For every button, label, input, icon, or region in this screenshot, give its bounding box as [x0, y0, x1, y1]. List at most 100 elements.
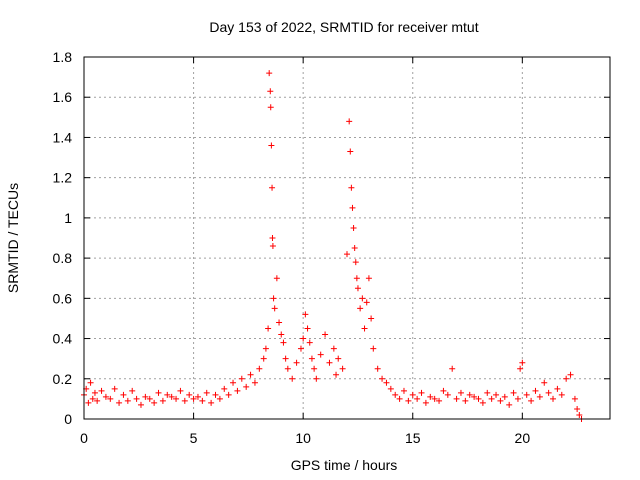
y-tick-label: 0.4	[53, 331, 73, 347]
data-point	[344, 251, 350, 258]
y-tick-label: 0.6	[53, 290, 73, 306]
data-point	[333, 371, 340, 378]
data-point	[313, 375, 320, 382]
data-point	[85, 399, 92, 406]
data-point	[400, 387, 407, 394]
data-point	[363, 299, 370, 306]
data-point	[350, 224, 357, 231]
data-point	[243, 383, 250, 390]
data-point	[365, 275, 372, 282]
data-point	[431, 395, 438, 402]
data-point	[349, 204, 356, 211]
axis-ticks	[83, 56, 610, 420]
data-point	[268, 142, 275, 149]
data-point	[168, 393, 175, 400]
data-point	[317, 351, 324, 358]
y-tick-label: 1.8	[53, 49, 73, 65]
data-point	[94, 397, 101, 404]
data-point	[155, 389, 162, 396]
data-point	[194, 393, 201, 400]
data-point	[302, 311, 309, 318]
data-point	[208, 399, 215, 406]
data-point	[422, 399, 429, 406]
data-point	[550, 395, 557, 402]
data-point	[418, 389, 425, 396]
y-tick-label: 0	[64, 411, 72, 427]
data-point	[199, 397, 206, 404]
data-point	[475, 395, 482, 402]
data-point	[282, 355, 289, 362]
data-point	[517, 365, 524, 372]
data-point	[571, 395, 578, 402]
data-point	[278, 331, 285, 338]
data-point	[102, 393, 109, 400]
data-point	[457, 389, 464, 396]
data-point	[120, 391, 127, 398]
data-point	[523, 391, 530, 398]
data-point	[374, 365, 381, 372]
data-point	[311, 365, 318, 372]
data-point	[335, 355, 342, 362]
data-point	[488, 395, 495, 402]
data-point	[576, 411, 583, 418]
data-point	[137, 401, 144, 408]
data-point	[352, 259, 359, 266]
data-point	[98, 387, 105, 394]
y-tick-label: 0.8	[53, 250, 73, 266]
data-point	[359, 295, 366, 302]
data-point	[536, 393, 543, 400]
data-point	[563, 375, 570, 382]
data-point	[306, 339, 313, 346]
data-point	[392, 391, 399, 398]
data-point	[304, 325, 311, 332]
data-point	[190, 395, 197, 402]
data-point	[427, 393, 434, 400]
data-point	[471, 393, 478, 400]
data-point	[440, 387, 447, 394]
data-point	[289, 375, 296, 382]
data-point	[405, 397, 412, 404]
data-point	[107, 395, 114, 402]
data-point	[270, 295, 277, 302]
data-point	[353, 275, 360, 282]
data-point	[339, 365, 346, 372]
data-point	[361, 325, 368, 332]
data-point	[146, 395, 153, 402]
data-point	[514, 395, 521, 402]
data-point	[414, 395, 421, 402]
y-axis-label: SRMTID / TECUs	[5, 183, 21, 293]
data-point	[383, 379, 390, 386]
data-point	[111, 385, 118, 392]
data-point	[479, 399, 486, 406]
data-point	[519, 359, 526, 366]
data-point	[265, 325, 272, 332]
data-point	[567, 371, 574, 378]
data-point	[186, 391, 193, 398]
data-point	[326, 359, 333, 366]
data-point	[330, 345, 337, 352]
data-point	[436, 397, 443, 404]
y-tick-label: 1.6	[53, 89, 73, 105]
data-point	[449, 365, 456, 372]
x-axis-label: GPS time / hours	[291, 457, 398, 473]
data-point	[379, 375, 386, 382]
data-point	[116, 399, 123, 406]
x-tick-label: 0	[80, 430, 88, 446]
data-point	[203, 389, 210, 396]
data-point	[234, 387, 241, 394]
plot-frame	[83, 56, 611, 420]
data-point	[541, 379, 548, 386]
data-point	[493, 391, 500, 398]
data-point	[387, 385, 394, 392]
data-point	[221, 385, 228, 392]
data-point	[528, 397, 535, 404]
data-point	[466, 391, 473, 398]
data-point	[484, 389, 491, 396]
data-point	[351, 245, 358, 252]
data-point	[293, 359, 300, 366]
data-point	[181, 397, 188, 404]
data-point	[497, 397, 504, 404]
data-point	[462, 397, 469, 404]
data-point	[558, 391, 565, 398]
data-point	[357, 305, 364, 312]
